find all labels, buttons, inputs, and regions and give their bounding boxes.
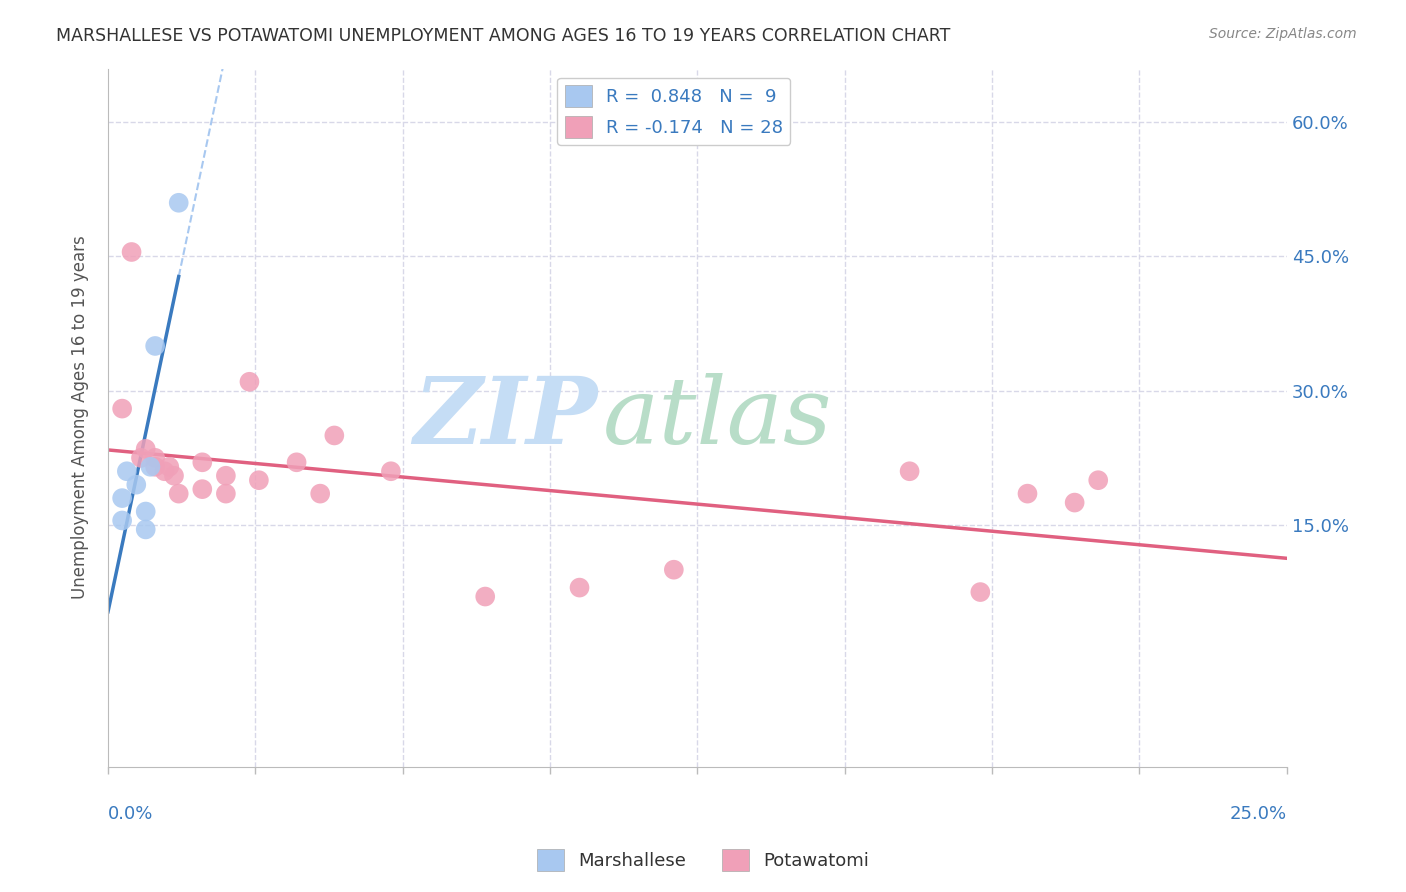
Point bbox=[111, 513, 134, 527]
Point bbox=[474, 590, 496, 604]
Point bbox=[163, 468, 186, 483]
Point bbox=[135, 504, 157, 518]
Point bbox=[247, 473, 270, 487]
Point bbox=[238, 375, 260, 389]
Point bbox=[662, 563, 685, 577]
Point bbox=[167, 195, 190, 210]
Legend: R =  0.848   N =  9, R = -0.174   N = 28: R = 0.848 N = 9, R = -0.174 N = 28 bbox=[557, 78, 790, 145]
Text: Source: ZipAtlas.com: Source: ZipAtlas.com bbox=[1209, 27, 1357, 41]
Point bbox=[115, 464, 138, 478]
Point bbox=[135, 442, 157, 456]
Point bbox=[153, 464, 176, 478]
Point bbox=[323, 428, 346, 442]
Point bbox=[1017, 486, 1039, 500]
Point bbox=[309, 486, 332, 500]
Point bbox=[191, 482, 214, 496]
Point bbox=[139, 459, 162, 474]
Point bbox=[111, 401, 134, 416]
Point bbox=[215, 468, 238, 483]
Point bbox=[568, 581, 591, 595]
Text: 25.0%: 25.0% bbox=[1230, 805, 1286, 823]
Text: 0.0%: 0.0% bbox=[108, 805, 153, 823]
Text: ZIP: ZIP bbox=[413, 373, 598, 463]
Point bbox=[969, 585, 991, 599]
Point bbox=[125, 477, 148, 491]
Point bbox=[191, 455, 214, 469]
Point bbox=[1087, 473, 1109, 487]
Y-axis label: Unemployment Among Ages 16 to 19 years: Unemployment Among Ages 16 to 19 years bbox=[72, 235, 89, 599]
Point bbox=[135, 523, 157, 537]
Point bbox=[111, 491, 134, 505]
Point bbox=[121, 244, 143, 259]
Point bbox=[143, 450, 166, 465]
Point bbox=[167, 486, 190, 500]
Point bbox=[129, 450, 152, 465]
Text: atlas: atlas bbox=[603, 373, 832, 463]
Point bbox=[157, 459, 180, 474]
Point bbox=[1063, 495, 1085, 509]
Point bbox=[898, 464, 921, 478]
Legend: Marshallese, Potawatomi: Marshallese, Potawatomi bbox=[529, 842, 877, 879]
Point bbox=[143, 459, 166, 474]
Point bbox=[215, 486, 238, 500]
Point bbox=[380, 464, 402, 478]
Point bbox=[143, 339, 166, 353]
Point bbox=[285, 455, 308, 469]
Text: MARSHALLESE VS POTAWATOMI UNEMPLOYMENT AMONG AGES 16 TO 19 YEARS CORRELATION CHA: MARSHALLESE VS POTAWATOMI UNEMPLOYMENT A… bbox=[56, 27, 950, 45]
